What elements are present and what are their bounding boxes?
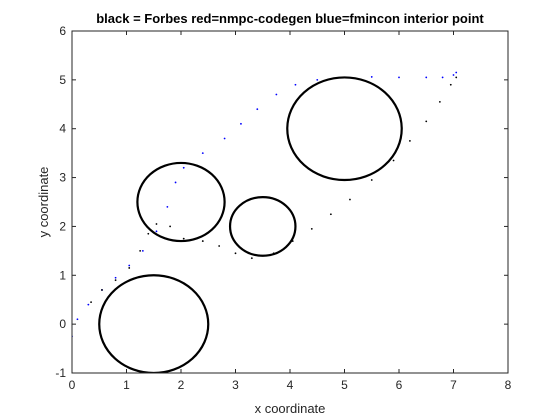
data-point bbox=[310, 227, 313, 230]
data-point bbox=[218, 245, 221, 247]
data-point bbox=[141, 249, 144, 252]
x-tick-label: 8 bbox=[505, 378, 512, 392]
data-point bbox=[452, 74, 455, 76]
series-2 bbox=[90, 76, 458, 304]
x-tick-label: 1 bbox=[123, 378, 130, 392]
data-point bbox=[275, 93, 278, 96]
data-point bbox=[398, 76, 400, 79]
y-tick-label: 1 bbox=[59, 268, 66, 282]
y-tick-label: 4 bbox=[59, 122, 66, 136]
data-point bbox=[425, 76, 428, 79]
data-point bbox=[114, 279, 117, 282]
chart-title: black = Forbes red=nmpc-codegen blue=fmi… bbox=[96, 11, 484, 26]
data-point bbox=[90, 301, 92, 304]
data-point bbox=[147, 232, 150, 235]
x-axis-label: x coordinate bbox=[255, 401, 326, 416]
data-point bbox=[329, 213, 332, 216]
data-point bbox=[370, 179, 373, 181]
x-tick-label: 7 bbox=[450, 378, 457, 392]
x-tick-label: 4 bbox=[287, 378, 294, 392]
data-point bbox=[256, 108, 259, 111]
data-point bbox=[294, 83, 297, 86]
data-point bbox=[455, 76, 458, 79]
data-point bbox=[128, 264, 131, 267]
y-tick-label: 2 bbox=[59, 219, 66, 233]
series-1 bbox=[72, 71, 458, 338]
circle-4 bbox=[286, 76, 403, 182]
data-point bbox=[392, 159, 395, 162]
data-point bbox=[409, 140, 411, 142]
data-point bbox=[182, 237, 185, 240]
data-point bbox=[455, 71, 458, 74]
data-point bbox=[449, 83, 452, 86]
x-tick-label: 5 bbox=[341, 378, 348, 392]
y-axis: -1 0 1 2 3 4 5 6 bbox=[55, 24, 508, 380]
data-point bbox=[201, 240, 204, 242]
y-axis-label: y coordinate bbox=[36, 167, 51, 238]
x-tick-label: 6 bbox=[396, 378, 403, 392]
data-point bbox=[425, 120, 428, 123]
data-point bbox=[166, 205, 169, 208]
data-point bbox=[316, 78, 319, 81]
data-point bbox=[438, 100, 441, 103]
data-point bbox=[250, 257, 253, 260]
circle-3 bbox=[228, 196, 297, 257]
data-point bbox=[349, 198, 351, 201]
y-tick-label: 5 bbox=[59, 73, 66, 87]
data-point bbox=[155, 223, 158, 225]
x-axis: 0 1 2 3 4 5 6 7 8 bbox=[69, 31, 512, 392]
x-tick-label: 3 bbox=[232, 378, 239, 392]
plot-area bbox=[72, 31, 508, 373]
y-tick-label: 3 bbox=[59, 171, 66, 185]
y-tick-label: -1 bbox=[55, 366, 66, 380]
data-point bbox=[182, 166, 185, 169]
data-point bbox=[174, 181, 177, 184]
data-point bbox=[155, 230, 158, 233]
x-tick-label: 2 bbox=[178, 378, 185, 392]
data-point bbox=[101, 289, 103, 291]
data-point bbox=[441, 76, 444, 79]
data-point bbox=[139, 249, 142, 252]
y-tick-label: 0 bbox=[59, 317, 66, 331]
data-point bbox=[240, 122, 242, 125]
data-point bbox=[169, 225, 172, 228]
y-tick-label: 6 bbox=[59, 24, 66, 38]
data-point bbox=[234, 252, 237, 255]
data-point bbox=[370, 76, 373, 78]
circle-2 bbox=[136, 161, 226, 243]
data-point bbox=[114, 276, 117, 279]
series-layer bbox=[72, 71, 458, 338]
data-point bbox=[128, 267, 131, 269]
data-point bbox=[201, 152, 204, 155]
x-tick-label: 0 bbox=[69, 378, 76, 392]
data-point bbox=[76, 318, 79, 321]
data-point bbox=[87, 303, 90, 306]
data-point bbox=[223, 137, 226, 140]
